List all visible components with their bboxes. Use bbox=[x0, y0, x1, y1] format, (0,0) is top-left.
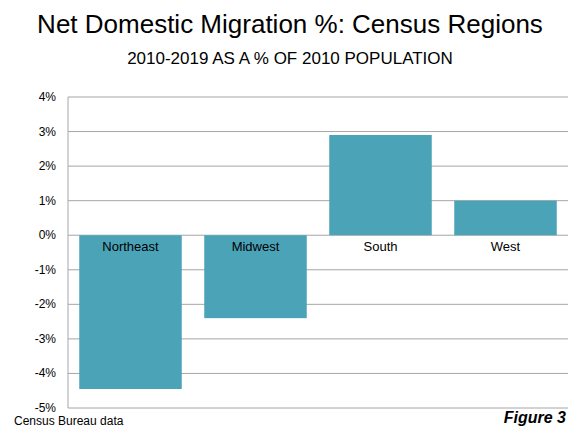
figure-label: Figure 3 bbox=[504, 409, 566, 426]
y-tick-label: -5% bbox=[35, 401, 57, 415]
grid-line bbox=[68, 166, 568, 167]
source-note: Census Bureau data bbox=[14, 414, 124, 428]
y-tick-label: -1% bbox=[35, 263, 57, 277]
grid bbox=[68, 97, 568, 408]
bars bbox=[79, 135, 557, 389]
y-tick-label: -4% bbox=[35, 366, 57, 380]
grid-line bbox=[68, 408, 568, 409]
y-tick-label: -2% bbox=[35, 297, 57, 311]
y-tick-label: 3% bbox=[39, 125, 57, 139]
y-tick-label: 2% bbox=[39, 159, 57, 173]
y-tick-label: 0% bbox=[39, 228, 57, 242]
x-tick-label: South bbox=[364, 239, 398, 254]
y-tick-label: -3% bbox=[35, 332, 57, 346]
chart: Net Domestic Migration %: Census Regions… bbox=[0, 0, 580, 435]
y-tick-label: 1% bbox=[39, 194, 57, 208]
bar bbox=[79, 235, 182, 389]
grid-line bbox=[68, 131, 568, 132]
x-tick-label: Northeast bbox=[102, 239, 159, 254]
bar bbox=[329, 135, 432, 235]
x-tick-label: Midwest bbox=[232, 239, 280, 254]
title: Net Domestic Migration %: Census Regions bbox=[37, 9, 543, 39]
y-axis-line bbox=[68, 97, 69, 408]
y-tick-label: 4% bbox=[39, 90, 57, 104]
bar bbox=[454, 201, 557, 236]
grid-line bbox=[68, 97, 568, 98]
x-tick-label: West bbox=[491, 239, 521, 254]
bar bbox=[204, 235, 307, 318]
subtitle: 2010-2019 AS A % OF 2010 POPULATION bbox=[127, 49, 453, 68]
